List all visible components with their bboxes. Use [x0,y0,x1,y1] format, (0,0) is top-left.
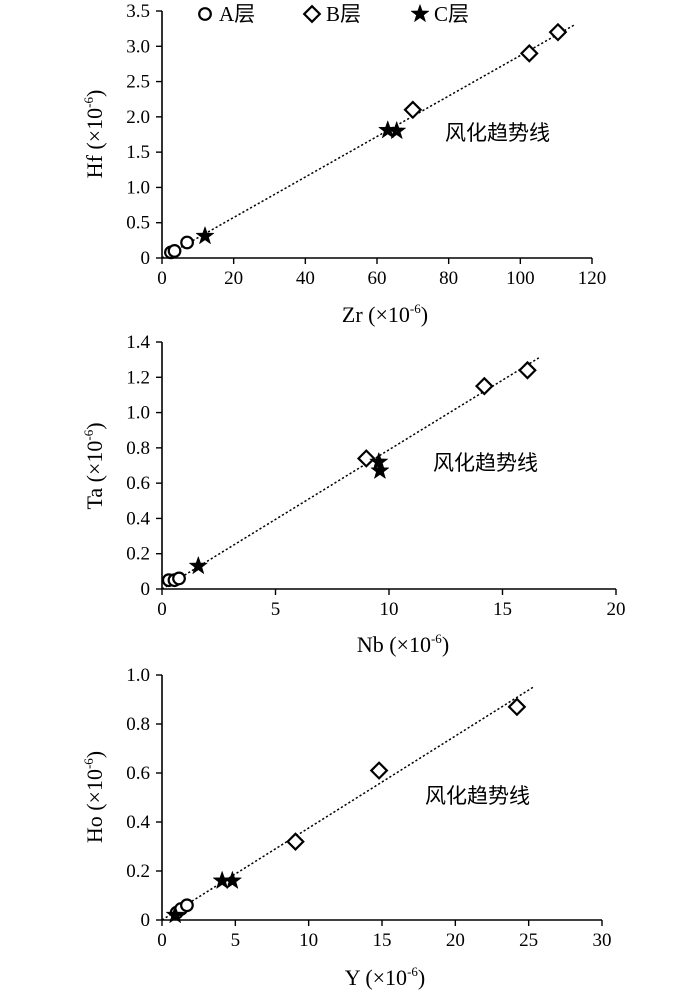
data-point-diamond [519,43,539,63]
y-tick-label: 0 [141,579,151,600]
y-tick-label: 3.5 [126,1,150,22]
chart-panel: 0 5 10 15 20 0 0.2 0.4 0.6 0.8 1.0 1.2 1.4 Nb (×10-6)… [81,332,626,657]
x-tick-label: 0 [157,930,167,951]
y-tick-label: 0.8 [126,714,150,735]
x-tick-label: 5 [231,930,241,951]
data-point-diamond [369,761,389,780]
x-tick-label: 100 [506,268,535,289]
x-tick-label: 30 [593,930,612,951]
x-tick-label: 40 [296,268,315,289]
y-tick-label: 1.4 [126,332,150,353]
y-tick-label: 0.8 [126,438,150,459]
x-tick-label: 120 [578,268,607,289]
data-point-diamond [356,449,376,468]
data-point-diamond [403,100,423,120]
data-point-circle [180,898,194,913]
y-tick-label: 0 [141,910,151,931]
y-tick-label: 1.2 [126,367,150,388]
y-tick-label: 1.5 [126,142,150,163]
trendline-annotation: 风化趋势线 [425,784,530,808]
x-tick-label: 20 [224,268,243,289]
chart-panel: 0 5 10 15 20 25 30 0 0.2 0.4 0.6 0.8 1.0 Y (×10-6) Ho … [81,665,612,990]
x-axis-title: Y (×10-6) [345,964,425,990]
trendline-annotation: 风化趋势线 [445,121,550,145]
data-point-diamond [507,697,527,717]
x-tick-label: 10 [299,930,318,951]
x-tick-label: 5 [271,599,281,620]
x-tick-label: 80 [439,268,458,289]
x-tick-label: 15 [373,930,392,951]
y-tick-label: 0.6 [126,763,150,784]
y-axis-title: Ho (×10-6) [81,751,107,843]
data-point-star [370,460,390,480]
data-point-diamond [518,360,537,380]
y-tick-label: 0.2 [126,544,150,565]
trendline-annotation: 风化趋势线 [433,451,538,475]
y-tick-label: 0.4 [126,812,150,833]
y-tick-label: 2.0 [126,107,150,128]
weathering-trendline [161,357,540,590]
legend: A层 B层 C层 [198,2,469,26]
x-tick-label: 0 [157,268,167,289]
y-tick-label: 3.0 [126,36,150,57]
y-tick-label: 2.5 [126,72,150,93]
x-axis-title: Zr (×10-6) [342,301,428,327]
y-tick-label: 0 [141,248,151,269]
y-axis-title: Ta (×10-6) [81,422,107,509]
y-tick-label: 0.6 [126,473,150,494]
y-tick-label: 1.0 [126,403,150,424]
data-point-star [188,555,209,575]
x-tick-label: 25 [519,930,538,951]
legend-label: C层 [434,2,469,26]
legend-marker-star [410,3,430,23]
data-point-diamond [286,832,305,851]
data-point-circle [180,235,194,250]
chart-panel: 0 20 40 60 80 100 120 0 0.5 1.0 1.5 2.0 2.5 3.0 3.5 Zr … [81,1,606,327]
y-axis-title: Hf (×10-6) [81,90,107,179]
legend-label: A层 [219,2,255,26]
legend-marker-circle [198,7,212,21]
plots: 0 20 40 60 80 100 12000.51.01.52.02.53.03.5Zr … [81,1,626,990]
data-point-star [195,225,215,245]
y-tick-label: 0.4 [126,508,150,529]
data-point-diamond [548,22,568,42]
x-tick-label: 0 [157,599,167,620]
data-point-star [386,120,407,140]
legend-marker-diamond [302,4,322,24]
x-tick-label: 20 [446,930,465,951]
data-point-circle [172,571,186,586]
x-tick-label: 20 [607,599,626,620]
y-tick-label: 1.0 [126,665,150,686]
data-point-star [165,904,185,924]
legend-label: B层 [326,2,361,26]
x-tick-label: 10 [380,599,399,620]
x-axis-title: Nb (×10-6) [357,631,449,657]
y-tick-label: 1.0 [126,177,150,198]
x-tick-label: 15 [493,599,512,620]
y-tick-label: 0.2 [126,861,150,882]
x-tick-label: 60 [368,268,387,289]
data-point-circle [167,244,182,258]
y-tick-label: 0.5 [126,213,150,234]
data-point-star [222,870,243,890]
data-point-diamond [474,376,494,396]
